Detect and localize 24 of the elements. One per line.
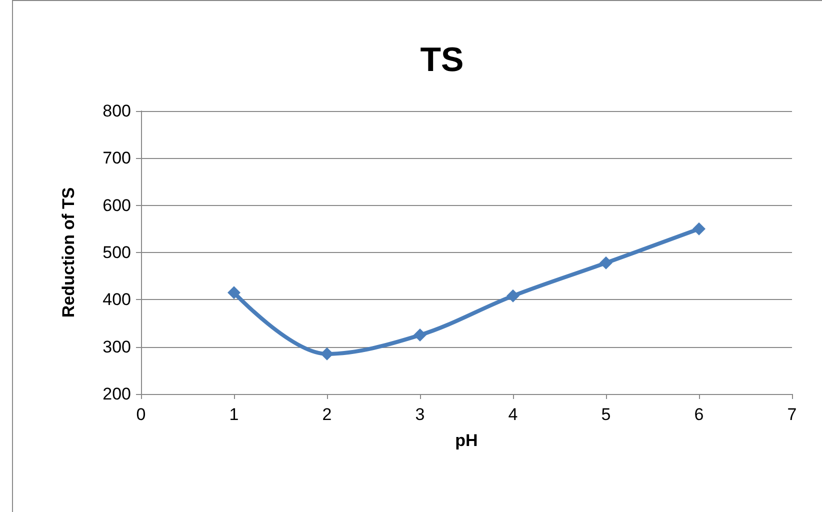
point [600,256,612,270]
point [692,222,706,236]
point [320,347,334,360]
point [414,328,426,342]
y-tick-label: 400 [102,290,131,310]
x-tick-label: 7 [787,405,797,424]
x-tick-label: 0 [136,405,146,424]
x-tick-label: 2 [322,405,332,424]
y-tick-label: 800 [102,102,131,120]
y-tick-label: 300 [102,337,131,356]
y-axis-title: Reduction of TS [59,187,78,318]
x-tick-label: 1 [229,405,239,424]
point [228,286,240,300]
x-tick-label: 5 [601,405,611,424]
y-tick-label: 200 [102,384,131,404]
chart-title: TS [420,41,464,79]
point [506,289,520,302]
x-tick-label: 4 [508,405,518,424]
y-tick-label: 700 [102,148,131,168]
x-axis-title: pH [455,431,478,450]
x-tick-label: 6 [694,405,704,424]
x-tick-label: 3 [415,405,425,424]
y-tick-label: 600 [102,196,131,215]
y-tick-label: 500 [102,243,131,262]
